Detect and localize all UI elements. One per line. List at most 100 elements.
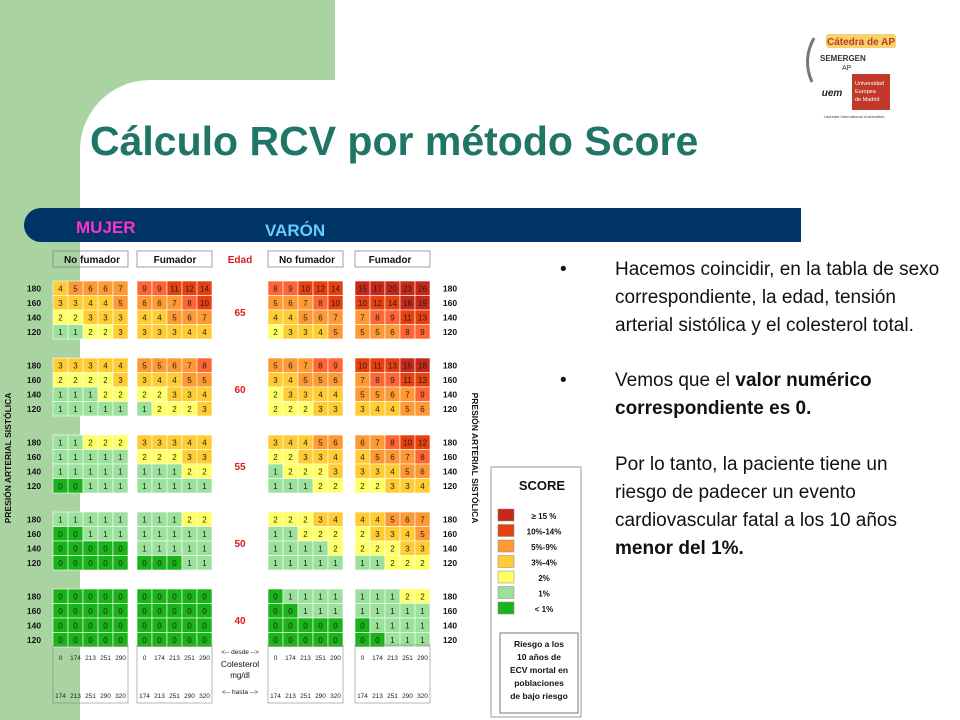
- cholesterol-to-label: 174: [139, 693, 150, 700]
- risk-cell-value: 1: [405, 607, 410, 616]
- risk-cell-value: 3: [157, 439, 162, 448]
- risk-cell-value: 1: [202, 545, 207, 554]
- svg-text:SEMERGEN: SEMERGEN: [820, 54, 866, 63]
- risk-cell-value: 4: [333, 391, 338, 400]
- pressure-label-left: 180: [27, 361, 41, 371]
- risk-cell-value: 12: [185, 285, 194, 294]
- risk-cell-value: 9: [157, 285, 162, 294]
- age-label: 55: [234, 462, 246, 473]
- risk-cell-value: 5: [375, 391, 380, 400]
- risk-cell-value: 0: [172, 593, 177, 602]
- risk-cell-value: 8: [273, 285, 278, 294]
- risk-cell-value: 4: [202, 391, 207, 400]
- risk-cell-value: 1: [202, 530, 207, 539]
- cholesterol-to-label: 290: [402, 693, 413, 700]
- risk-cell-value: 1: [58, 405, 63, 414]
- legend-note-line: poblaciones: [514, 678, 564, 688]
- risk-cell-value: 3: [172, 439, 177, 448]
- risk-cell-value: 1: [172, 516, 177, 525]
- risk-cell-value: 1: [103, 482, 108, 491]
- risk-cell-value: 4: [157, 376, 162, 385]
- risk-cell-value: 6: [142, 299, 147, 308]
- risk-cell-value: 2: [333, 482, 338, 491]
- risk-cell-value: 1: [142, 545, 147, 554]
- risk-cell-value: 6: [288, 362, 293, 371]
- risk-cell-value: 2: [273, 391, 278, 400]
- risk-cell-value: 4: [187, 439, 192, 448]
- risk-cell-value: 1: [333, 607, 338, 616]
- risk-cell-value: 3: [103, 314, 108, 323]
- risk-cell-value: 4: [88, 299, 93, 308]
- risk-cell-women-smoker: [196, 478, 213, 494]
- cholesterol-from-label: 290: [115, 655, 126, 662]
- bullet-2: • Vemos que el valor numérico correspond…: [560, 367, 940, 423]
- risk-cell-value: 1: [187, 559, 192, 568]
- risk-cell-women-nonsmoker: [112, 324, 129, 340]
- cholesterol-from-label: 251: [100, 655, 111, 662]
- cholesterol-from-label: 290: [330, 655, 341, 662]
- risk-cell-value: 1: [118, 405, 123, 414]
- risk-cell-value: 1: [318, 545, 323, 554]
- risk-cell-value: 1: [333, 593, 338, 602]
- legend-swatch: [497, 570, 515, 584]
- risk-cell-value: 2: [288, 405, 293, 414]
- risk-cell-value: 11: [170, 285, 179, 294]
- risk-cell-value: 3: [73, 299, 78, 308]
- risk-cell-value: 3: [118, 328, 123, 337]
- table-header-fumador-women: Fumador: [154, 255, 197, 266]
- risk-cell-value: 2: [172, 405, 177, 414]
- risk-cell-value: 0: [58, 607, 63, 616]
- legend-label: 10%-14%: [527, 528, 562, 537]
- risk-cell-value: 7: [303, 362, 308, 371]
- risk-cell-value: 4: [375, 405, 380, 414]
- risk-cell-value: 2: [88, 439, 93, 448]
- risk-cell-value: 0: [58, 545, 63, 554]
- risk-cell-value: 0: [58, 636, 63, 645]
- pressure-label-left: 140: [27, 467, 41, 477]
- risk-cell-value: 0: [103, 636, 108, 645]
- catedra-ap-logo: Cátedra de AP SEMERGEN AP uem Universida…: [806, 34, 896, 119]
- risk-cell-value: 1: [142, 405, 147, 414]
- risk-cell-value: 2: [273, 516, 278, 525]
- risk-cell-value: 1: [103, 516, 108, 525]
- table-header-no-fumador-men: No fumador: [279, 255, 335, 266]
- risk-cell-value: 4: [103, 362, 108, 371]
- risk-cell-value: 3: [172, 391, 177, 400]
- risk-cell-value: 5: [273, 362, 278, 371]
- risk-cell-men-nonsmoker: [327, 632, 344, 648]
- risk-cell-value: 0: [58, 559, 63, 568]
- legend-swatch: [497, 555, 515, 568]
- risk-cell-value: 8: [318, 299, 323, 308]
- risk-cell-value: 0: [73, 545, 78, 554]
- risk-cell-value: 1: [273, 545, 278, 554]
- pressure-label-right: 160: [443, 375, 457, 385]
- table-header-fumador-men: Fumador: [369, 255, 412, 266]
- risk-cell-men-nonsmoker: [327, 478, 344, 494]
- pressure-label-right: 180: [443, 515, 457, 525]
- risk-cell-value: 0: [88, 622, 93, 631]
- risk-cell-value: 1: [202, 559, 207, 568]
- age-label: 60: [234, 385, 246, 396]
- risk-cell-women-smoker: [196, 555, 213, 571]
- pressure-label-right: 160: [443, 606, 457, 616]
- legend-note-line: 10 años de: [517, 652, 561, 662]
- pressure-label-left: 120: [27, 327, 41, 337]
- risk-cell-value: 1: [73, 391, 78, 400]
- risk-cell-value: 2: [187, 516, 192, 525]
- risk-cell-value: 0: [103, 593, 108, 602]
- risk-cell-value: 2: [303, 530, 308, 539]
- risk-cell-value: 1: [103, 453, 108, 462]
- risk-cell-value: 3: [88, 362, 93, 371]
- risk-cell-value: 0: [142, 593, 147, 602]
- colesterol-desde: <-- desde -->: [221, 649, 259, 656]
- cholesterol-to-label: 174: [357, 693, 368, 700]
- cholesterol-to-label: 290: [184, 693, 195, 700]
- risk-cell-value: 0: [187, 636, 192, 645]
- svg-text:Cátedra de AP: Cátedra de AP: [827, 37, 895, 48]
- pressure-label-left: 180: [27, 284, 41, 294]
- risk-cell-value: 1: [288, 545, 293, 554]
- risk-cell-value: 6: [103, 285, 108, 294]
- risk-cell-value: 3: [333, 468, 338, 477]
- risk-cell-value: 5: [318, 376, 323, 385]
- risk-cell-value: 3: [318, 405, 323, 414]
